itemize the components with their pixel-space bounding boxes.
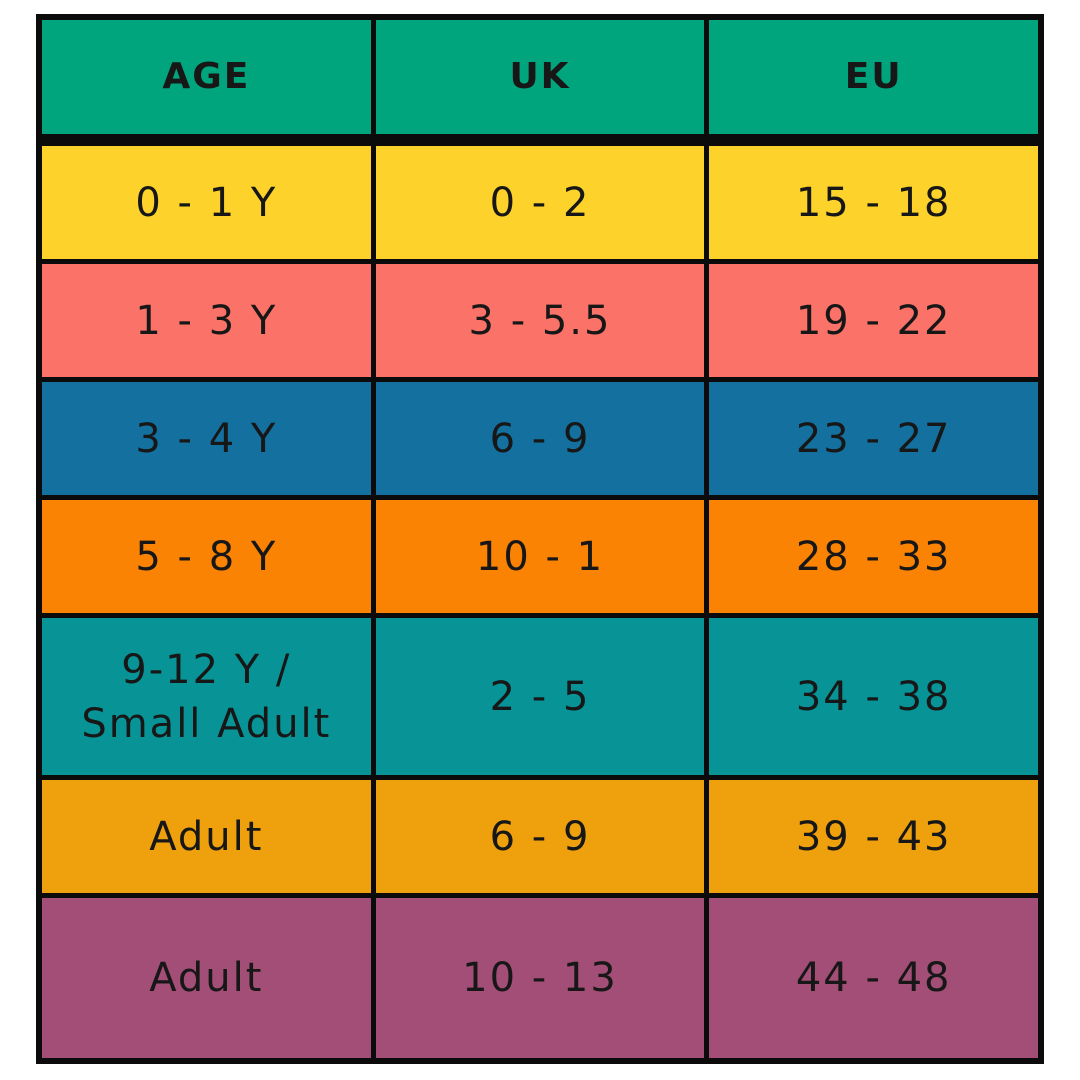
age-cell: Adult [42, 780, 376, 893]
table-row: 1 - 3 Y 3 - 5.5 19 - 22 [42, 264, 1039, 382]
table-row: Adult 6 - 9 39 - 43 [42, 780, 1039, 898]
table-row: 5 - 8 Y 10 - 1 28 - 33 [42, 500, 1039, 618]
uk-cell: 3 - 5.5 [375, 264, 710, 377]
eu-cell: 39 - 43 [709, 780, 1039, 893]
eu-cell: 19 - 22 [709, 264, 1039, 377]
size-chart-table: AGE UK EU 0 - 1 Y 0 - 2 15 - 18 1 - 3 Y … [36, 14, 1044, 1064]
uk-cell: 10 - 1 [375, 500, 710, 613]
eu-cell: 44 - 48 [709, 898, 1039, 1058]
age-cell: 5 - 8 Y [42, 500, 376, 613]
age-cell: Adult [42, 898, 376, 1058]
uk-cell: 10 - 13 [375, 898, 710, 1058]
eu-cell: 15 - 18 [709, 146, 1039, 259]
table-row: 3 - 4 Y 6 - 9 23 - 27 [42, 382, 1039, 500]
table-row: 9-12 Y / Small Adult 2 - 5 34 - 38 [42, 618, 1039, 780]
eu-cell: 23 - 27 [709, 382, 1039, 495]
age-cell: 3 - 4 Y [42, 382, 376, 495]
uk-cell: 6 - 9 [375, 780, 710, 893]
age-cell: 0 - 1 Y [42, 146, 376, 259]
age-cell: 9-12 Y / Small Adult [42, 618, 376, 775]
header-cell-uk: UK [375, 20, 710, 134]
table-row: 0 - 1 Y 0 - 2 15 - 18 [42, 146, 1039, 264]
uk-cell: 6 - 9 [375, 382, 710, 495]
header-row: AGE UK EU [42, 20, 1039, 146]
age-cell: 1 - 3 Y [42, 264, 376, 377]
header-cell-age: AGE [42, 20, 376, 134]
eu-cell: 28 - 33 [709, 500, 1039, 613]
table-row: Adult 10 - 13 44 - 48 [42, 898, 1039, 1058]
header-cell-eu: EU [709, 20, 1039, 134]
uk-cell: 2 - 5 [375, 618, 710, 775]
uk-cell: 0 - 2 [375, 146, 710, 259]
eu-cell: 34 - 38 [709, 618, 1039, 775]
